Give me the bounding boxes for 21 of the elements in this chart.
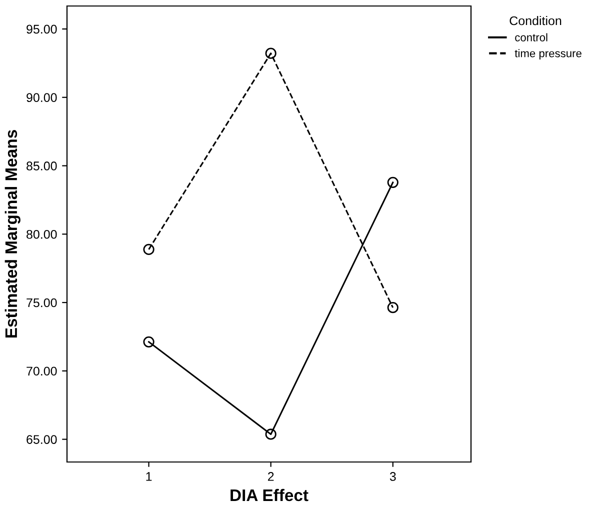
y-tick-label: 80.00 bbox=[26, 230, 57, 239]
y-axis-title: Estimated Marginal Means bbox=[4, 130, 20, 338]
x-tick-label: 1 bbox=[146, 472, 152, 481]
legend-label: time pressure bbox=[514, 49, 582, 60]
legend-label: control bbox=[515, 33, 548, 42]
point bbox=[265, 48, 276, 59]
point bbox=[387, 302, 398, 314]
x-tick-label: 3 bbox=[390, 472, 396, 481]
x-tick-label: 2 bbox=[268, 472, 274, 481]
y-tick-label: 75.00 bbox=[26, 298, 57, 308]
point bbox=[265, 428, 276, 440]
y-tick-label: 90.00 bbox=[26, 93, 57, 102]
y-tick-label: 70.00 bbox=[26, 366, 57, 376]
point bbox=[387, 176, 398, 188]
point bbox=[143, 336, 154, 348]
y-tick-label: 65.00 bbox=[26, 435, 57, 444]
point bbox=[143, 244, 154, 256]
x-axis-title: DIA Effect bbox=[230, 488, 308, 502]
y-tick-label: 95.00 bbox=[26, 24, 57, 34]
y-tick-label: 85.00 bbox=[26, 162, 57, 170]
legend-title: Condition bbox=[510, 16, 562, 26]
